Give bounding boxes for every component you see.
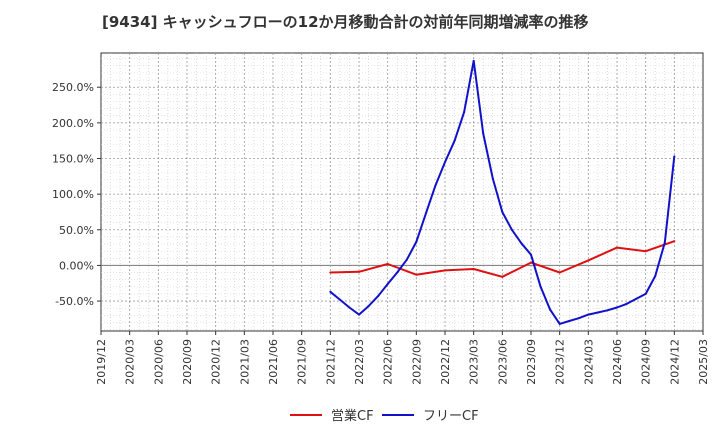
data-point (463, 111, 466, 114)
x-tick-label: 2022/03 (353, 339, 366, 385)
data-point (329, 271, 332, 274)
y-tick-label: -50.0% (55, 295, 94, 308)
x-tick-label: 2022/12 (439, 339, 452, 385)
x-tick-label: 2020/12 (210, 339, 223, 385)
data-point (358, 270, 360, 273)
data-point (405, 258, 408, 261)
data-point (444, 161, 446, 164)
data-point (444, 269, 446, 272)
data-point (348, 306, 351, 309)
x-tick-label: 2022/09 (410, 339, 423, 385)
x-tick-label: 2025/03 (697, 339, 710, 385)
y-tick-label: 100.0% (52, 188, 94, 201)
data-point (635, 297, 638, 300)
data-point (558, 271, 561, 274)
data-point (472, 59, 475, 62)
data-point (491, 177, 494, 180)
data-point (415, 273, 418, 276)
x-tick-label: 2021/06 (267, 339, 280, 385)
x-tick-label: 2020/03 (124, 339, 137, 385)
x-tick-label: 2021/03 (238, 339, 251, 385)
x-tick-label: 2023/03 (468, 339, 481, 385)
data-point (424, 212, 427, 215)
data-point (616, 306, 618, 309)
data-point (577, 317, 580, 320)
data-point (606, 309, 609, 312)
data-point (501, 210, 504, 213)
x-tick-label: 2023/12 (554, 339, 567, 385)
data-point (596, 311, 599, 314)
data-point (530, 261, 532, 264)
legend-label-free-cf: フリーCF (423, 409, 479, 424)
x-tick-label: 2023/06 (496, 339, 509, 385)
data-point (386, 262, 389, 265)
data-point (329, 290, 332, 293)
data-point (616, 246, 618, 249)
data-point (396, 271, 399, 274)
y-tick-label: 200.0% (52, 117, 94, 130)
data-point (663, 241, 666, 244)
data-point (453, 139, 456, 142)
data-point (539, 285, 542, 288)
data-point (386, 282, 389, 285)
data-point (434, 184, 437, 187)
data-point (673, 155, 676, 158)
data-point (568, 320, 571, 323)
x-tick-label: 2023/09 (525, 339, 538, 385)
x-tick-label: 2019/12 (95, 339, 108, 385)
x-tick-label: 2021/12 (324, 339, 337, 385)
x-tick-label: 2024/06 (611, 339, 624, 385)
y-tick-label: 0.00% (59, 259, 94, 272)
data-point (587, 259, 590, 262)
data-point (625, 302, 628, 305)
data-point (358, 313, 360, 316)
data-point (530, 253, 532, 256)
chart-title: [9434] キャッシュフローの12か月移動合計の対前年同期増減率の推移 (102, 13, 589, 31)
data-point (472, 267, 475, 270)
data-point (520, 242, 523, 245)
x-tick-label: 2024/09 (640, 339, 653, 385)
x-tick-label: 2024/03 (582, 339, 595, 385)
data-point (549, 308, 552, 311)
legend: 営業CF フリーCF (290, 408, 479, 424)
y-tick-label: 50.0% (59, 224, 94, 237)
legend-label-operating-cf: 営業CF (331, 408, 374, 424)
data-point (501, 275, 504, 278)
plot-area (100, 52, 704, 332)
data-point (338, 298, 341, 301)
data-point (644, 292, 647, 295)
data-point (587, 313, 590, 316)
y-tick-label: 150.0% (52, 152, 94, 165)
x-tick-label: 2020/06 (152, 339, 165, 385)
x-tick-label: 2024/12 (668, 339, 681, 385)
x-tick-label: 2021/09 (296, 339, 309, 385)
data-point (654, 275, 657, 278)
y-axis: 250.0% 200.0% 150.0% 100.0% 50.0% 0.00% -50.0% (52, 81, 101, 308)
y-tick-label: 250.0% (52, 81, 94, 94)
data-point (415, 240, 418, 243)
data-point (558, 322, 561, 325)
data-point (482, 132, 485, 135)
data-point (510, 228, 513, 231)
data-point (367, 305, 370, 308)
grid (101, 53, 703, 331)
x-axis: 2019/12 2020/03 2020/06 2020/09 2020/12 2021/… (95, 331, 710, 385)
data-point (644, 250, 647, 253)
data-point (377, 295, 380, 298)
x-tick-label: 2020/09 (181, 339, 194, 385)
series-group (329, 59, 676, 325)
x-tick-label: 2022/06 (382, 339, 395, 385)
data-point (673, 240, 676, 243)
